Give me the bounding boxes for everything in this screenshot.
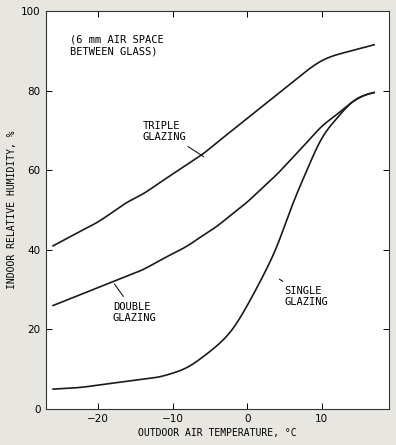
Text: SINGLE
GLAZING: SINGLE GLAZING bbox=[280, 279, 328, 307]
Text: (6 mm AIR SPACE
BETWEEN GLASS): (6 mm AIR SPACE BETWEEN GLASS) bbox=[70, 35, 164, 57]
Text: DOUBLE
GLAZING: DOUBLE GLAZING bbox=[113, 284, 156, 323]
X-axis label: OUTDOOR AIR TEMPERATURE, °C: OUTDOOR AIR TEMPERATURE, °C bbox=[138, 428, 297, 438]
Text: TRIPLE
GLAZING: TRIPLE GLAZING bbox=[143, 121, 204, 157]
Y-axis label: INDOOR RELATIVE HUMIDITY, %: INDOOR RELATIVE HUMIDITY, % bbox=[7, 131, 17, 289]
